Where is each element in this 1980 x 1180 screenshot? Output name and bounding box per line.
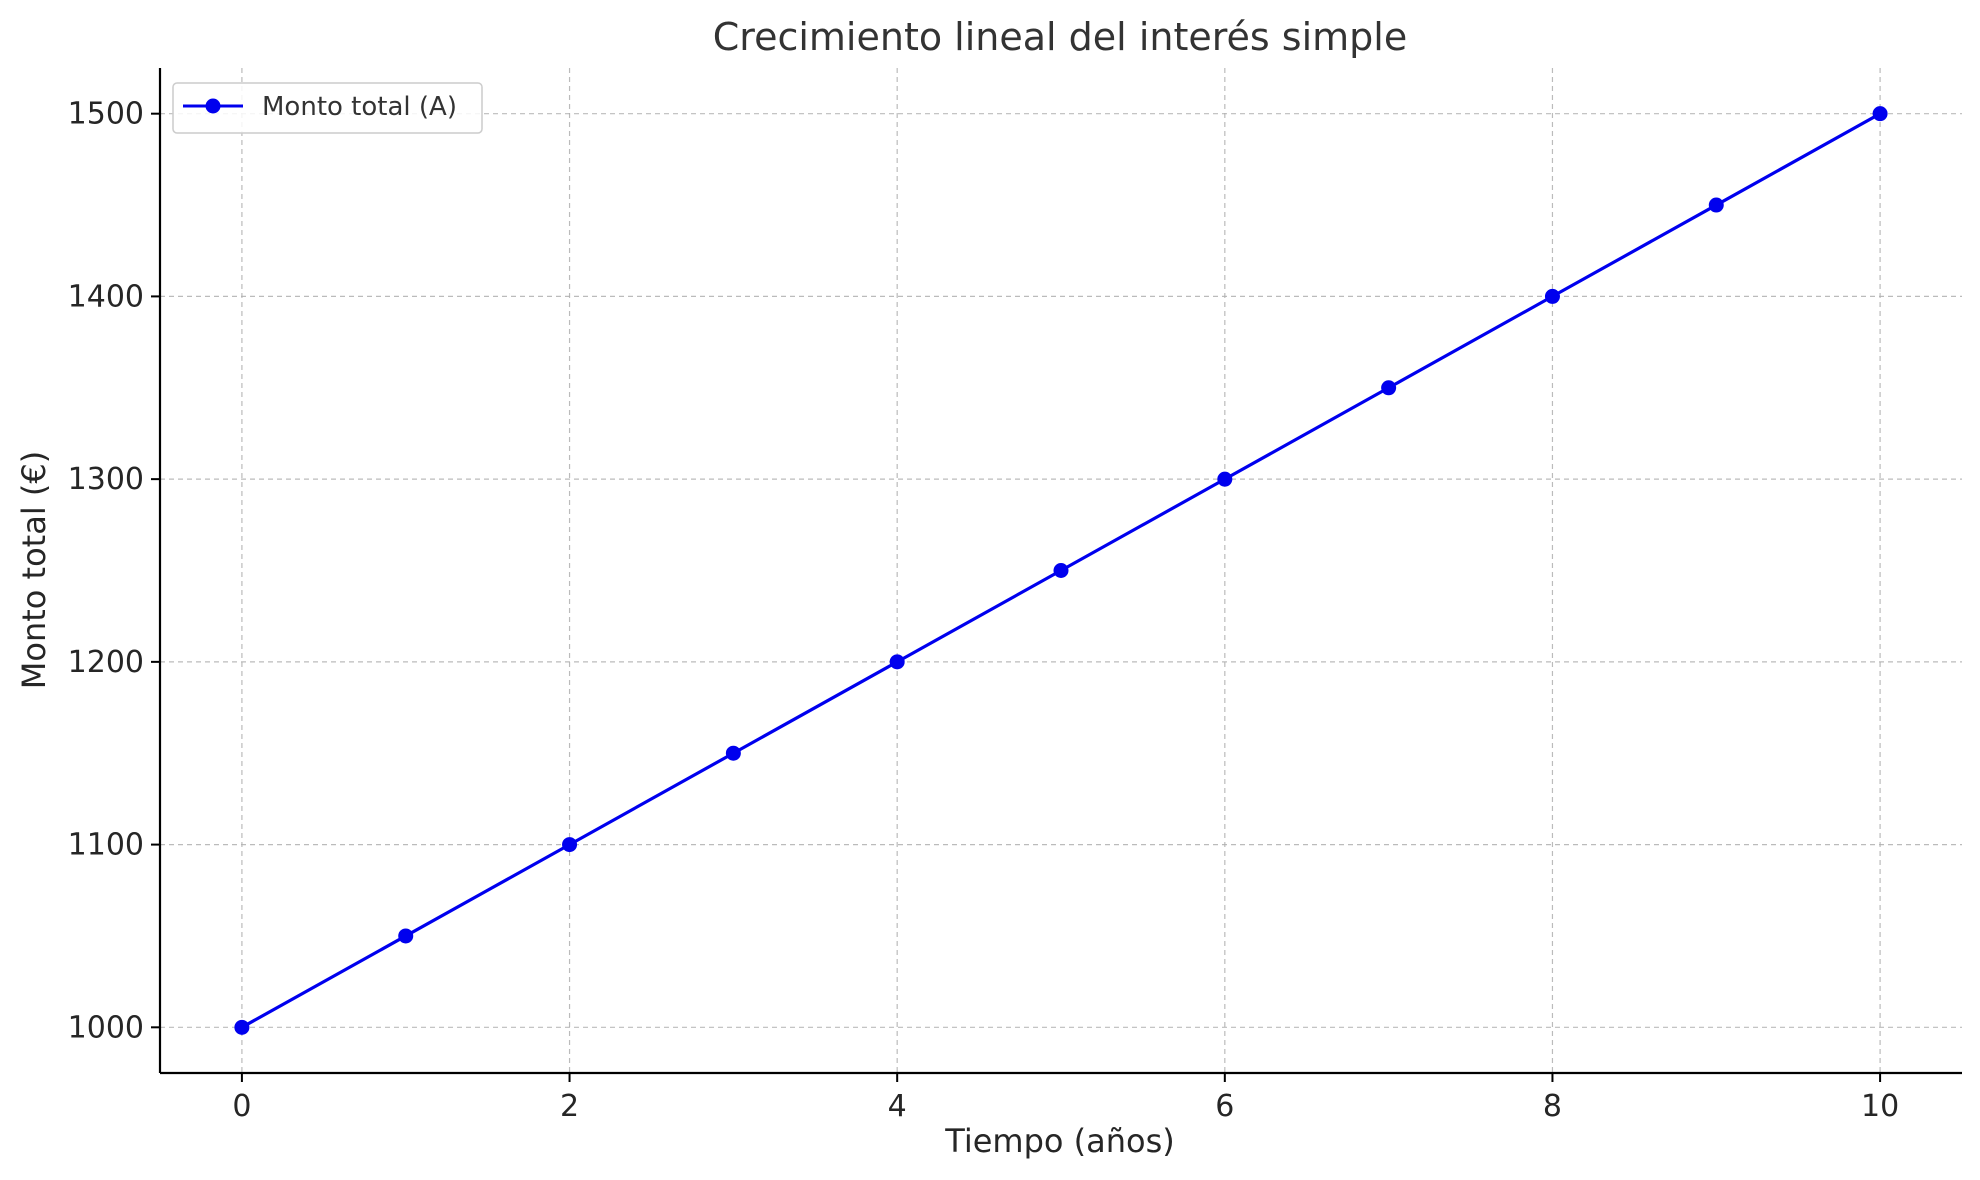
x-tick-label: 0: [232, 1089, 251, 1124]
series: [234, 106, 1888, 1035]
legend-box: [172, 82, 483, 134]
y-tick-label: 1200: [68, 645, 144, 680]
x-tick-label: 10: [1861, 1089, 1899, 1124]
y-tick-label: 1500: [68, 97, 144, 132]
x-tick-label: 6: [1215, 1089, 1234, 1124]
legend-point-marker: [205, 98, 221, 114]
data-point: [1708, 197, 1724, 213]
y-tick-label: 1100: [68, 828, 144, 863]
data-point: [234, 1019, 250, 1035]
data-point: [1872, 106, 1888, 122]
axes: [158, 68, 1962, 1075]
x-axis-title: Tiempo (años): [944, 1122, 1174, 1160]
x-tick-label: 2: [560, 1089, 579, 1124]
data-point: [1053, 563, 1069, 578]
y-tick-label: 1300: [68, 462, 144, 497]
y-tick-label: 1000: [68, 1010, 144, 1045]
legend-label: Monto total (A): [262, 92, 457, 122]
data-point: [725, 745, 741, 761]
data-point: [1381, 380, 1397, 396]
y-tick-label: 1400: [68, 279, 144, 314]
y-axis-ticks: 1000 1100 1200 1300 1400 1500: [68, 97, 160, 1045]
data-point: [1217, 471, 1233, 487]
data-point: [398, 928, 414, 944]
x-axis-ticks: 0 2 4 6 8 10: [232, 1073, 1899, 1124]
data-point: [889, 654, 905, 670]
data-point: [562, 837, 578, 853]
chart-title: Crecimiento lineal del interés simple: [713, 15, 1407, 59]
x-tick-label: 8: [1543, 1089, 1562, 1124]
legend: Monto total (A): [172, 82, 483, 134]
data-point: [1544, 288, 1560, 304]
x-tick-label: 4: [888, 1089, 907, 1124]
y-axis-title: Monto total (€): [15, 451, 53, 689]
